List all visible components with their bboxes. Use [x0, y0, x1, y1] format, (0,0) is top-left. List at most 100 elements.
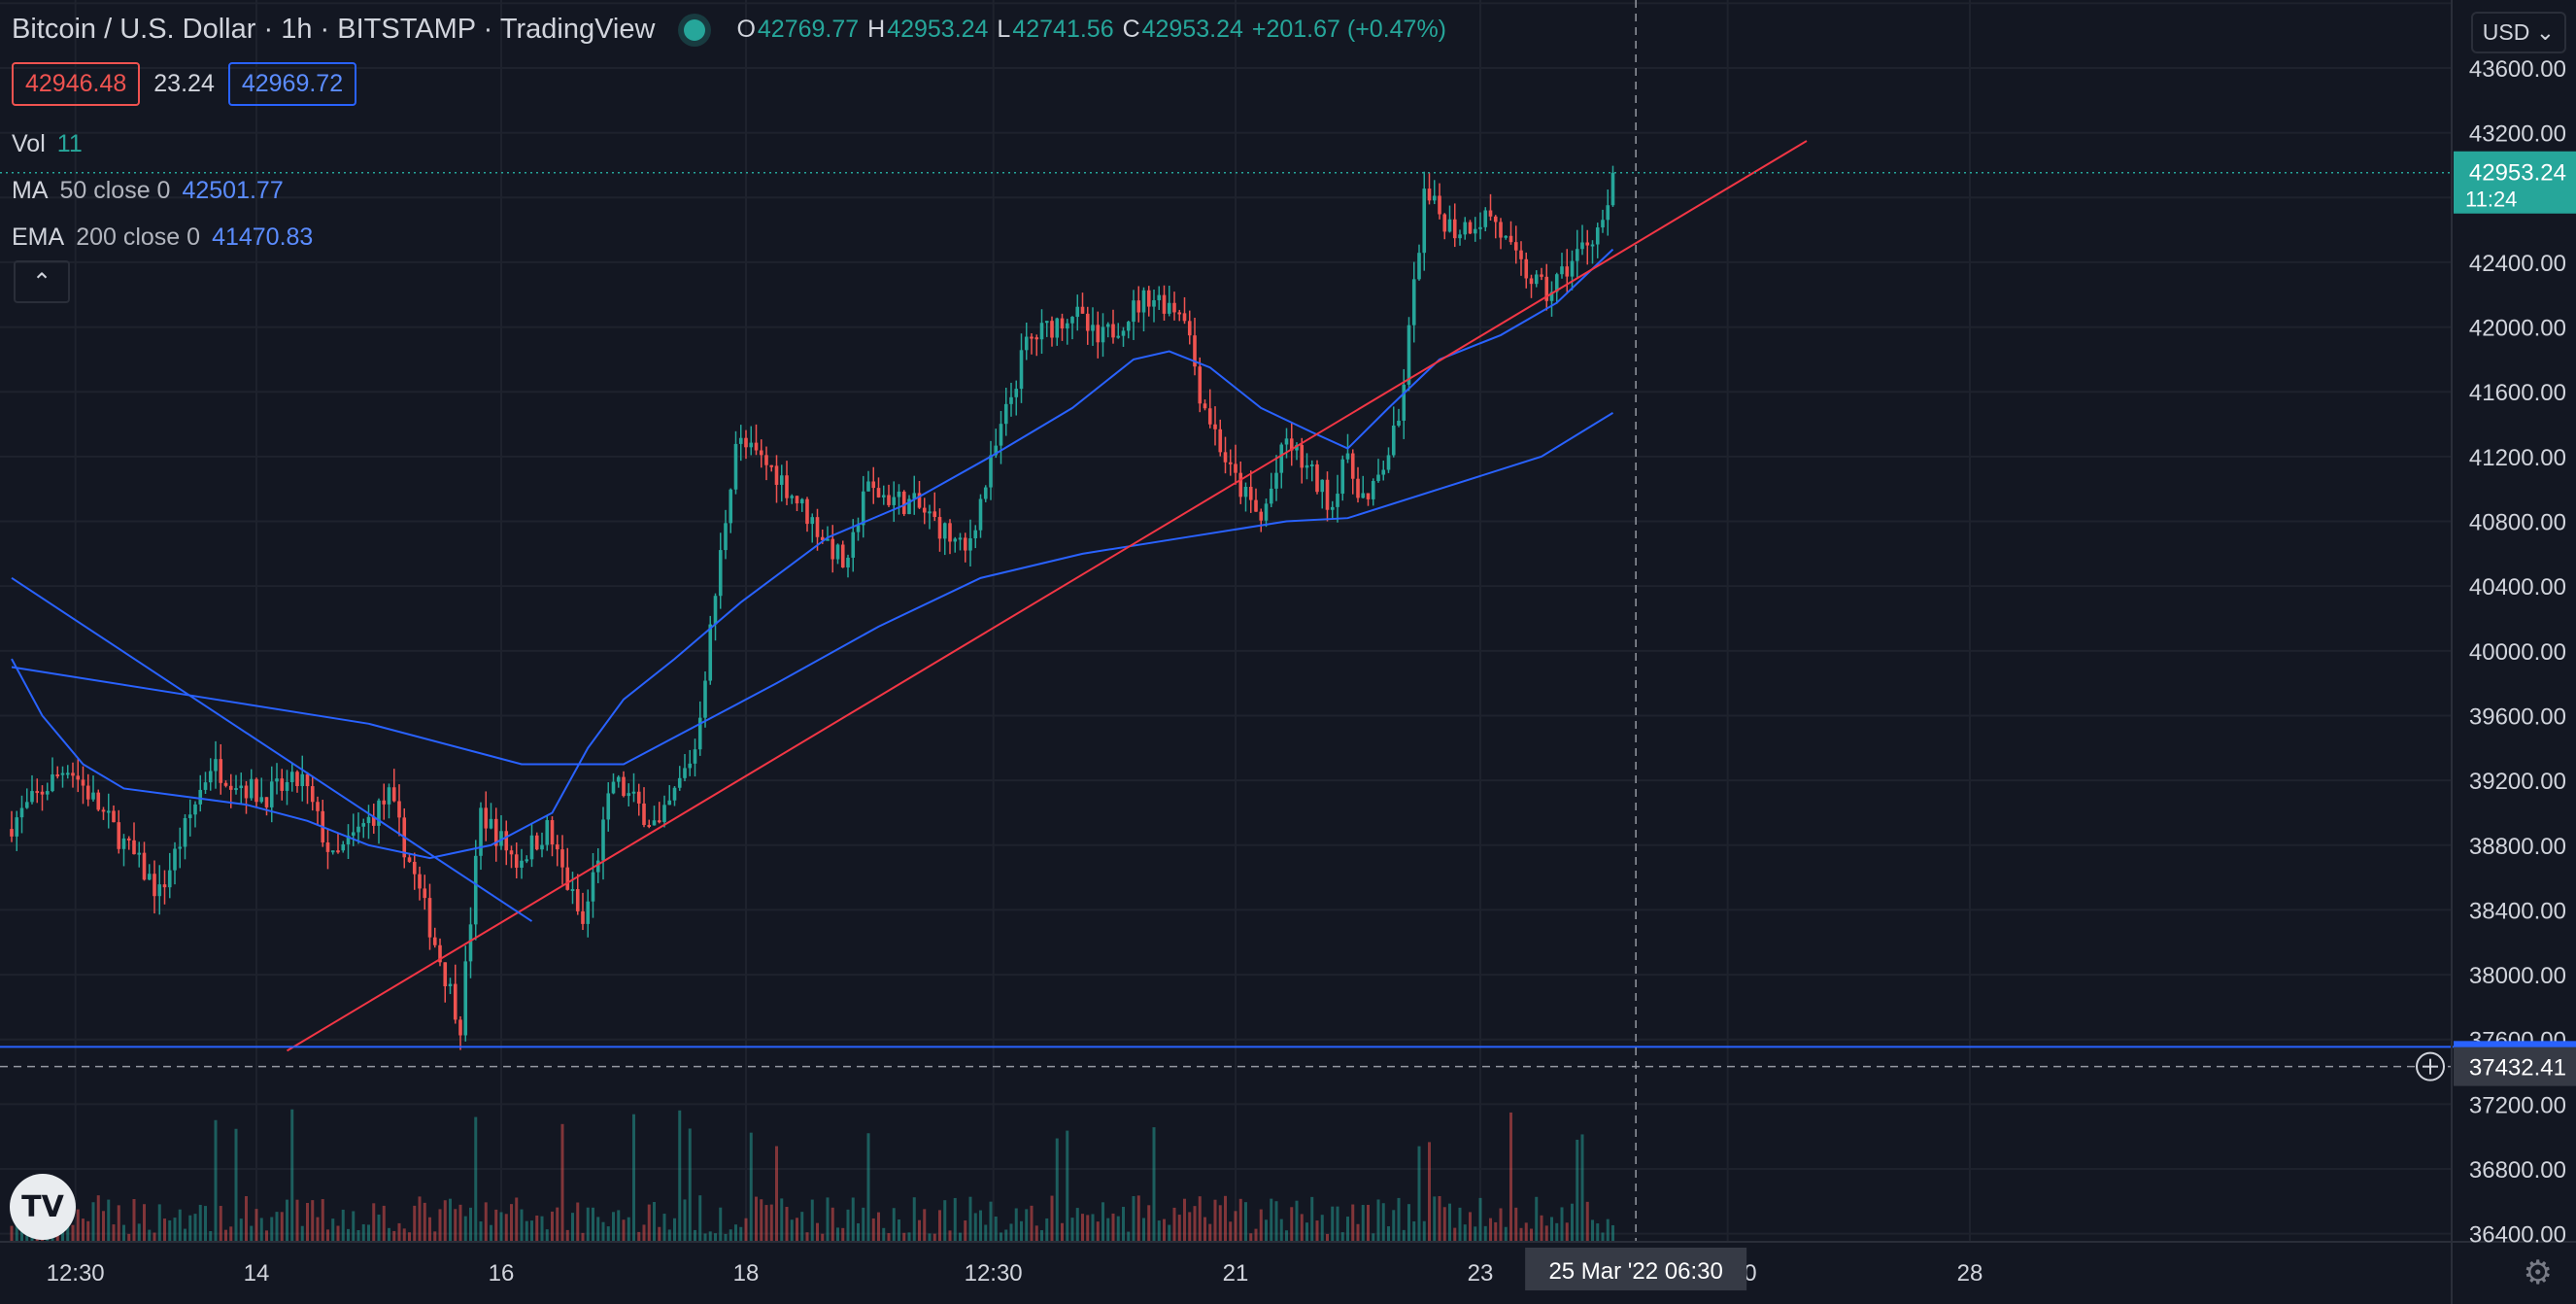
tradingview-logo-icon[interactable]: TV — [10, 1174, 76, 1240]
candle — [24, 802, 29, 808]
volume-bar — [438, 1209, 442, 1242]
add-alert-icon[interactable] — [2416, 1051, 2445, 1081]
volume-bar — [755, 1196, 758, 1242]
candle — [1391, 425, 1396, 456]
indicator-ema[interactable]: EMA 200 close 0 41470.83 — [12, 223, 314, 251]
volume-bar — [841, 1227, 845, 1242]
candle — [1488, 210, 1493, 217]
volume-bar — [1397, 1197, 1401, 1242]
candle — [1085, 313, 1090, 331]
volume-bar — [612, 1212, 615, 1242]
volume-bar — [1055, 1138, 1059, 1242]
chevron-up-icon: ⌃ — [31, 268, 52, 295]
candle — [316, 802, 320, 811]
volume-bar — [805, 1232, 809, 1242]
volume-bar — [1075, 1208, 1079, 1242]
candle — [305, 773, 310, 787]
candle — [861, 491, 865, 526]
buy-price-button[interactable]: 42969.72 — [227, 62, 357, 106]
candle — [1091, 325, 1095, 331]
volume-bar — [117, 1205, 120, 1242]
candle — [1039, 323, 1044, 340]
volume-bar — [290, 1109, 294, 1242]
volume-bar — [1442, 1207, 1446, 1242]
volume-bar — [1290, 1207, 1294, 1242]
volume-bar — [1198, 1196, 1202, 1242]
candle — [1070, 317, 1074, 324]
chart-legend: Bitcoin / U.S. Dollar · 1h · BITSTAMP · … — [12, 14, 1448, 46]
volume-bar — [830, 1207, 834, 1242]
candle — [1508, 235, 1513, 243]
volume-bar — [1234, 1211, 1237, 1242]
volume-bar — [367, 1224, 370, 1242]
candle — [749, 442, 754, 448]
volume-bar — [423, 1202, 426, 1242]
volume-bar — [749, 1132, 753, 1242]
candle — [1468, 222, 1473, 234]
candle — [652, 820, 657, 826]
candle — [187, 814, 192, 818]
volume-bar — [1259, 1209, 1263, 1242]
volume-bar — [1061, 1222, 1064, 1242]
volume-bar — [1147, 1205, 1151, 1242]
volume-bar — [86, 1220, 90, 1242]
candle — [366, 816, 371, 824]
volume-bar — [622, 1219, 626, 1242]
volume-bar — [545, 1229, 549, 1242]
indicator-ma[interactable]: MA 50 close 0 42501.77 — [12, 177, 284, 204]
candle — [162, 884, 167, 888]
volume-bar — [204, 1206, 207, 1242]
volume-bar — [1591, 1219, 1594, 1242]
price-tick-label: 43200.00 — [2469, 121, 2566, 148]
candle — [840, 544, 845, 567]
candle — [341, 843, 346, 851]
candle — [1585, 242, 1590, 246]
volume-bar — [1229, 1221, 1233, 1242]
currency-selector[interactable]: USD ⌄ — [2470, 12, 2566, 53]
volume-bar — [1483, 1225, 1487, 1242]
volume-bar — [224, 1229, 227, 1242]
candle — [1259, 511, 1264, 521]
candle — [1111, 324, 1115, 338]
candle — [1570, 260, 1575, 277]
candle — [1096, 325, 1101, 343]
time-tick-label: 23 — [1468, 1260, 1494, 1287]
candle — [377, 800, 381, 826]
market-status-icon[interactable] — [684, 18, 706, 41]
symbol-title[interactable]: Bitcoin / U.S. Dollar · 1h · BITSTAMP · … — [12, 14, 656, 45]
volume-bar — [632, 1114, 635, 1242]
current-price-tag — [2454, 151, 2576, 214]
volume-bar — [265, 1230, 268, 1242]
candle — [1549, 292, 1554, 301]
candle — [636, 791, 641, 804]
volume-bar — [1320, 1215, 1324, 1242]
candle — [820, 536, 825, 540]
volume-bar — [239, 1218, 243, 1242]
candle — [117, 822, 121, 849]
price-tick-label: 40000.00 — [2469, 639, 2566, 666]
volume-bar — [769, 1204, 773, 1242]
candle — [1417, 253, 1421, 280]
collapse-indicators-button[interactable]: ⌃ — [14, 260, 70, 303]
candle — [799, 498, 804, 504]
candle — [1350, 453, 1355, 479]
volume-bar — [178, 1209, 182, 1242]
gear-icon[interactable]: ⚙ — [2523, 1254, 2553, 1291]
candle — [1540, 274, 1543, 277]
volume-bar — [1127, 1231, 1131, 1242]
candle — [963, 537, 967, 551]
volume-bar — [132, 1198, 136, 1242]
volume-bar — [82, 1218, 85, 1242]
candle — [754, 442, 759, 451]
volume-bar — [1310, 1196, 1314, 1242]
candle — [881, 495, 886, 498]
volume-bar — [1213, 1199, 1217, 1242]
ema200-line — [11, 412, 1614, 766]
indicator-vol[interactable]: Vol 11 — [12, 130, 83, 157]
candle — [1248, 487, 1253, 500]
sell-price-button[interactable]: 42946.48 — [12, 62, 141, 106]
candle — [769, 464, 774, 467]
candle — [1534, 274, 1539, 285]
volume-bar — [918, 1219, 921, 1242]
